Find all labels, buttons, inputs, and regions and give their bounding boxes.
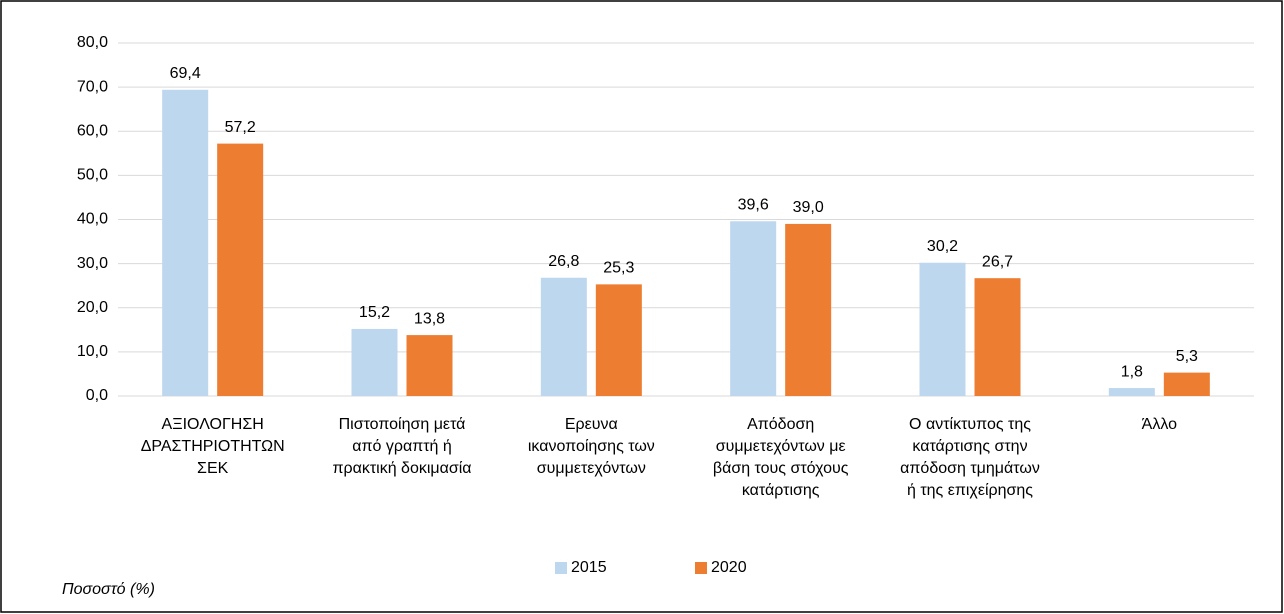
value-label: 25,3 bbox=[603, 260, 634, 277]
value-label: 26,8 bbox=[548, 253, 579, 270]
value-label: 39,0 bbox=[793, 199, 824, 216]
bar bbox=[1108, 388, 1155, 396]
x-tick-label: Άλλο bbox=[1142, 416, 1177, 433]
y-tick-label: 30,0 bbox=[77, 255, 108, 272]
value-label: 1,8 bbox=[1121, 363, 1143, 380]
legend-swatch bbox=[555, 562, 567, 574]
y-tick-label: 0,0 bbox=[86, 387, 108, 404]
bar bbox=[406, 335, 453, 396]
y-tick-label: 70,0 bbox=[77, 78, 108, 95]
bar bbox=[785, 223, 832, 396]
bar bbox=[217, 143, 264, 396]
bar bbox=[730, 221, 777, 396]
x-tick-label: Απόδοση συμμετεχόντων με βάση τους στόχους… bbox=[713, 416, 849, 499]
value-label: 5,3 bbox=[1176, 348, 1198, 365]
annotation: Ποσοστό (%) bbox=[62, 581, 155, 598]
value-label: 26,7 bbox=[982, 253, 1013, 270]
legend-label: 2020 bbox=[711, 559, 747, 576]
bar bbox=[540, 277, 587, 396]
x-tick-label: ΑΞΙΟΛΟΓΗΣΗ ΔΡΑΣΤΗΡΙΟΤΗΤΩΝ ΣΕΚ bbox=[141, 416, 285, 477]
bar bbox=[1163, 372, 1210, 396]
value-label: 13,8 bbox=[414, 310, 445, 327]
value-label: 39,6 bbox=[738, 196, 769, 213]
y-tick-label: 10,0 bbox=[77, 343, 108, 360]
bar bbox=[919, 262, 966, 396]
value-label: 15,2 bbox=[359, 304, 390, 321]
y-tick-label: 40,0 bbox=[77, 211, 108, 228]
x-tick-label: Ερευνα ικανοποίησης των συμμετεχόντων bbox=[528, 416, 655, 477]
value-label: 30,2 bbox=[927, 238, 958, 255]
bar bbox=[974, 278, 1021, 396]
y-tick-label: 60,0 bbox=[77, 122, 108, 139]
legend-label: 2015 bbox=[571, 559, 607, 576]
y-tick-label: 20,0 bbox=[77, 299, 108, 316]
value-label: 69,4 bbox=[170, 65, 201, 82]
value-label: 57,2 bbox=[225, 119, 256, 136]
y-tick-label: 50,0 bbox=[77, 167, 108, 184]
bar bbox=[595, 284, 642, 396]
y-tick-label: 80,0 bbox=[77, 34, 108, 51]
bar bbox=[351, 328, 398, 396]
x-tick-label: Πιστοποίηση μετά από γραπτή ή πρακτική δοκ… bbox=[332, 416, 471, 477]
bar bbox=[162, 89, 209, 397]
x-tick-label: Ο αντίκτυπος της κατάρτισης στην απόδοση τ… bbox=[900, 416, 1040, 499]
legend-swatch bbox=[695, 562, 707, 574]
